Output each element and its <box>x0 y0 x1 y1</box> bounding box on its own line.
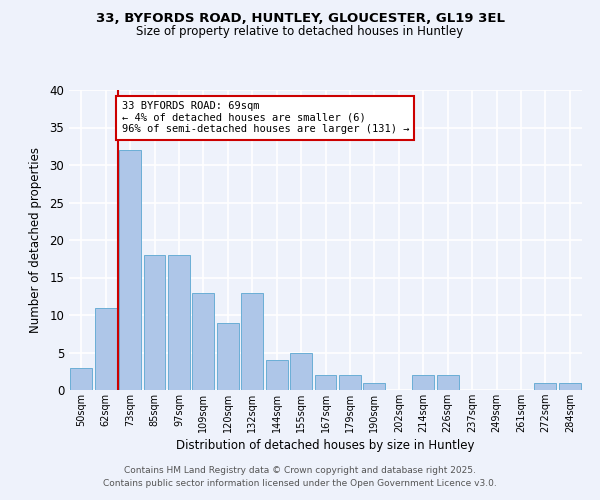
Text: Contains HM Land Registry data © Crown copyright and database right 2025.
Contai: Contains HM Land Registry data © Crown c… <box>103 466 497 487</box>
Text: 33, BYFORDS ROAD, HUNTLEY, GLOUCESTER, GL19 3EL: 33, BYFORDS ROAD, HUNTLEY, GLOUCESTER, G… <box>95 12 505 26</box>
Text: Size of property relative to detached houses in Huntley: Size of property relative to detached ho… <box>136 25 464 38</box>
Bar <box>193 292 214 390</box>
Bar <box>119 150 141 390</box>
Bar <box>70 368 92 390</box>
Bar <box>559 382 581 390</box>
Bar <box>535 382 556 390</box>
Bar <box>241 292 263 390</box>
Bar <box>266 360 287 390</box>
Bar <box>290 352 312 390</box>
Bar <box>168 255 190 390</box>
Bar <box>95 308 116 390</box>
Bar <box>437 375 458 390</box>
Bar <box>143 255 166 390</box>
Bar <box>314 375 337 390</box>
Bar <box>364 382 385 390</box>
Bar <box>217 322 239 390</box>
Bar <box>412 375 434 390</box>
X-axis label: Distribution of detached houses by size in Huntley: Distribution of detached houses by size … <box>176 439 475 452</box>
Y-axis label: Number of detached properties: Number of detached properties <box>29 147 43 333</box>
Bar <box>339 375 361 390</box>
Text: 33 BYFORDS ROAD: 69sqm
← 4% of detached houses are smaller (6)
96% of semi-detac: 33 BYFORDS ROAD: 69sqm ← 4% of detached … <box>122 101 409 134</box>
